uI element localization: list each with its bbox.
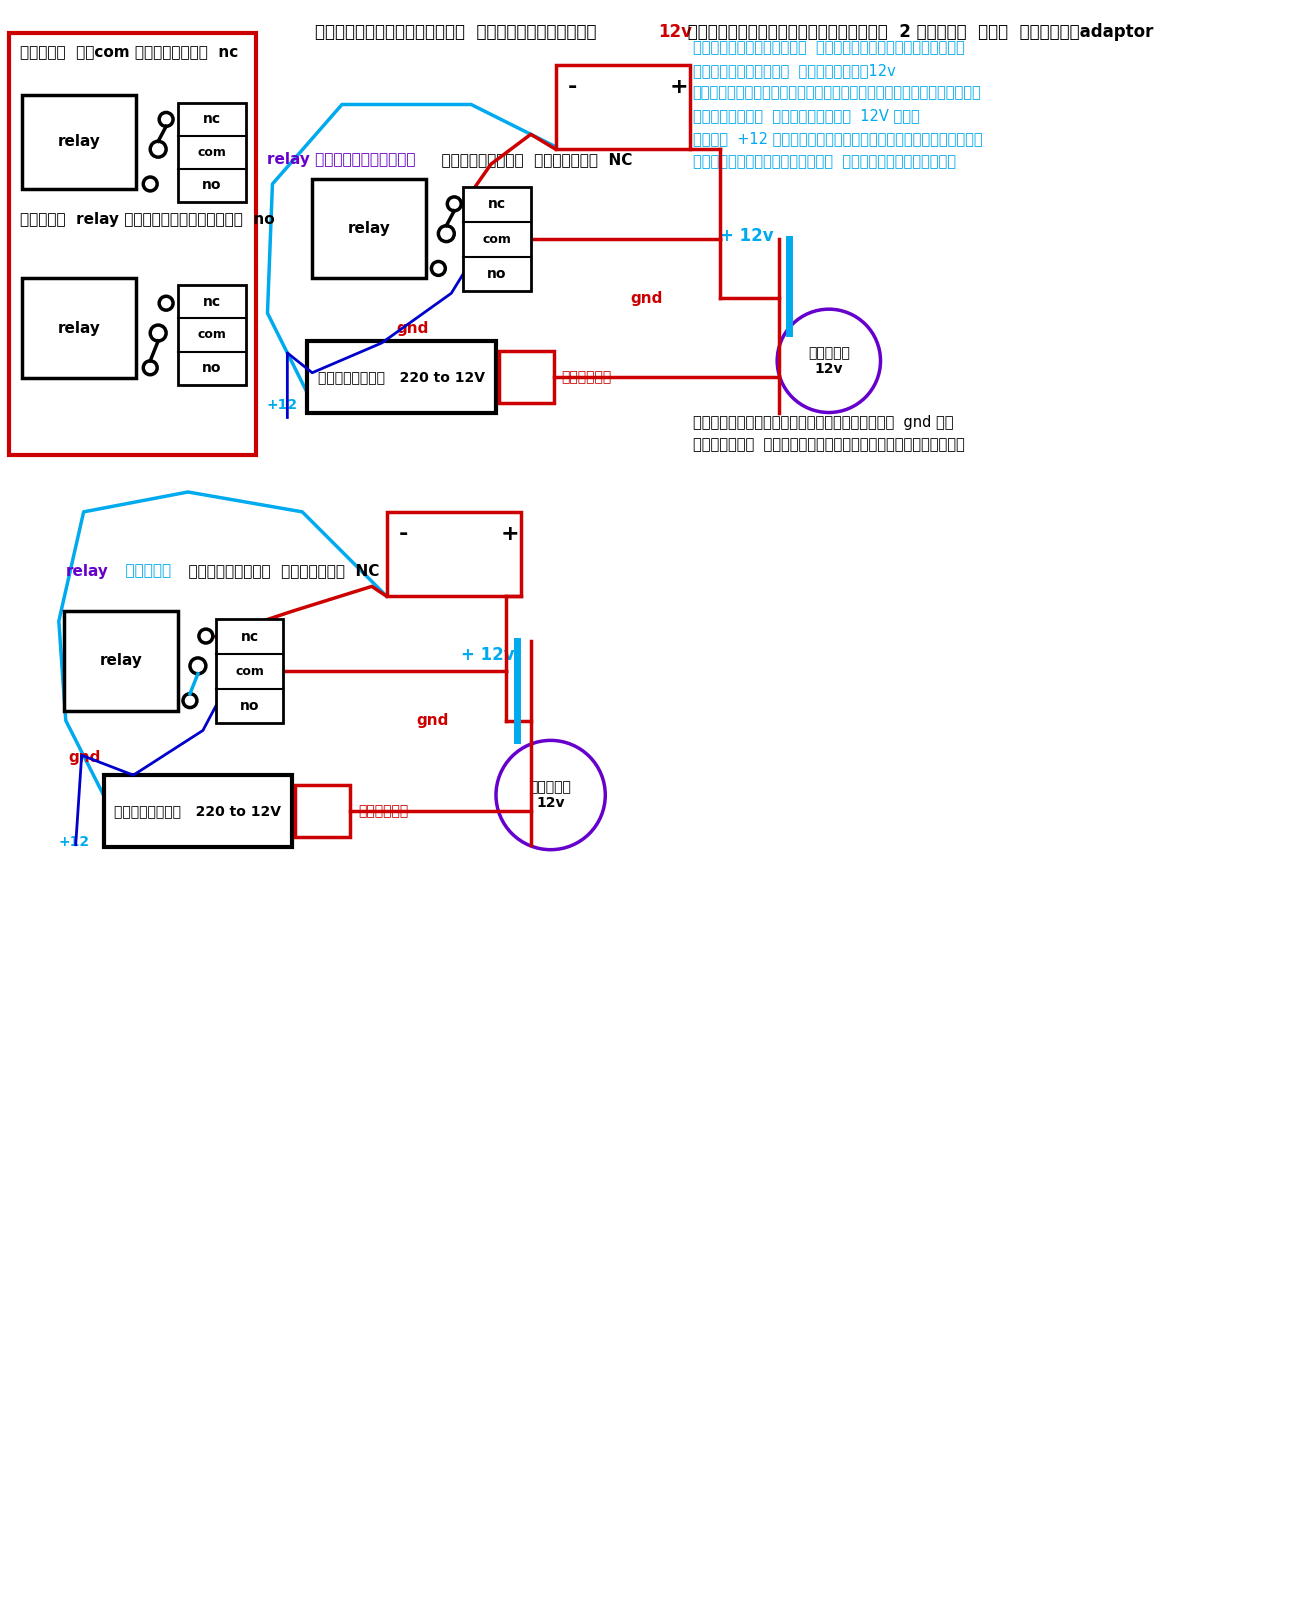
Bar [64,611,178,710]
Text: relay: relay [348,221,391,237]
Text: relay: relay [57,134,100,149]
Text: + 12v: + 12v [720,227,774,245]
Bar [22,278,136,378]
Text: relay: relay [57,320,100,336]
Text: แต่พอ  relay ทำงานจะต่อกับ  no: แต่พอ relay ทำงานจะต่อกับ no [20,211,274,227]
Text: gnd: gnd [630,291,663,306]
Text: โดยได้ไฟจาก  หม้อแปลง12v: โดยได้ไฟจาก หม้อแปลง12v [693,62,896,78]
Text: nc: nc [488,197,506,211]
Text: +12: +12 [266,397,298,411]
Text: relay: relay [66,563,109,579]
Text: 12v: 12v [815,362,844,376]
Text: ปรกติ  ขาcom จะต่อกับ  nc: ปรกติ ขาcom จะต่อกับ nc [20,45,238,59]
Text: -: - [399,523,408,544]
Text: gnd: gnd [416,712,448,728]
Bar [555,64,690,149]
Text: ได้ไฟจาก  แบตเตอรี่  12V แทน: ได้ไฟจาก แบตเตอรี่ 12V แทน [693,109,919,123]
Text: no: no [239,699,259,714]
Text: nc: nc [203,294,221,309]
Text: หม้อแปลง   220 to 12V: หม้อแปลง 220 to 12V [318,370,485,384]
Text: com: com [235,666,264,678]
Text: 12v: 12v [658,22,692,42]
Text: การต่อใช้งานกับ  อุปกรณ์ไฟฟ้า: การต่อใช้งานกับ อุปกรณ์ไฟฟ้า [315,22,597,42]
Text: gnd: gnd [396,322,429,336]
Text: แบบมีแหลงจ่ายไฟสำรอง  2 แหล่ง  คือ  แบตและadaptor: แบบมีแหลงจ่ายไฟสำรอง 2 แหล่ง คือ แบตและa… [681,22,1153,42]
Bar [22,94,136,189]
Text: พัดลม: พัดลม [807,346,850,360]
Text: + 12v: + 12v [462,646,515,664]
Text: หม้อแปลง   220 to 12V: หม้อแปลง 220 to 12V [114,803,281,818]
Bar [178,285,246,384]
Text: +: + [500,523,520,544]
Text: relay ยังไม่ทำงาน: relay ยังไม่ทำงาน [268,152,416,166]
Text: หรือไฟดับ  จะมาที่  NC: หรือไฟดับ จะมาที่ NC [432,152,633,166]
Text: เพราะหากจะให้ครบต้องใช้  gnd มา: เพราะหากจะให้ครบต้องใช้ gnd มา [693,416,953,430]
Text: ไฟบ้าน: ไฟบ้าน [562,370,612,384]
Text: ส่วน  +12 ที่เอาทั้งแบตและหม้อแปลง: ส่วน +12 ที่เอาทั้งแบตและหม้อแปลง [693,131,983,146]
Text: ไฟบ้าน: ไฟบ้าน [358,803,408,818]
Text: 12v: 12v [537,795,566,810]
Text: หรือไฟดับ  จะมาที่  NC: หรือไฟดับ จะมาที่ NC [178,563,380,579]
Text: com: com [482,232,511,246]
Circle shape [497,741,606,850]
Bar [104,774,292,846]
Text: com: com [198,146,226,158]
Text: nc: nc [240,629,259,643]
Bar [9,34,256,456]
Text: ไม่ต้องห่วงเพราะ  มันไม่ครบวงจร: ไม่ต้องห่วงเพราะ มันไม่ครบวงจร [693,154,956,170]
Text: com: com [198,328,226,341]
Text: no: no [202,362,221,374]
Text: no: no [202,178,221,192]
Bar [295,786,350,837]
Bar [386,512,521,597]
Bar [216,619,283,723]
Bar [463,187,530,291]
Text: -: - [568,77,577,96]
Text: nc: nc [203,112,221,126]
Text: +: + [670,77,689,96]
Bar [312,179,426,278]
Text: +12: +12 [58,835,90,848]
Bar [499,350,554,403]
Text: พัดลม: พัดลม [529,781,572,794]
Text: ทำงาน: ทำงาน [116,563,172,579]
Bar [307,341,497,413]
Circle shape [777,309,880,413]
Text: relay: relay [100,653,143,669]
Text: เมื่อมีไฟบ้าน  ตัวพัดลมก็จะทำงาน: เมื่อมีไฟบ้าน ตัวพัดลมก็จะทำงาน [693,40,965,54]
Bar [178,102,246,202]
Text: no: no [488,267,507,282]
Text: แต่เมื่อไฟดับตัวพัดลมก็จะทำงานโดย: แต่เมื่อไฟดับตัวพัดลมก็จะทำงานโดย [693,86,982,101]
Text: ร่วมกัน  ดังนั้นต่อร่วมกันได้เลย: ร่วมกัน ดังนั้นต่อร่วมกันได้เลย [693,437,965,453]
Text: gnd: gnd [69,750,101,765]
